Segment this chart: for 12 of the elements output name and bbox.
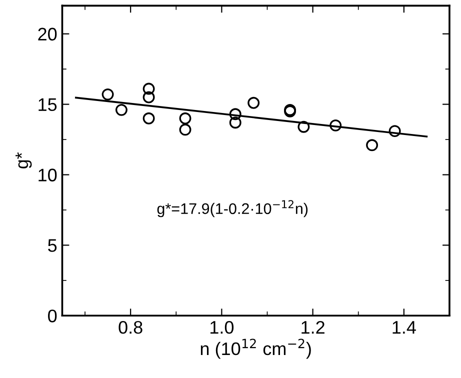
annotation: g*=17.9(1-0.2·10$^{−12}$n)	[157, 200, 308, 218]
x-tick-label: 1.4	[392, 321, 416, 334]
x-tick-label: 0.8	[118, 320, 142, 334]
y-axis-title: g*	[16, 152, 32, 168]
y-tick-label: 15	[38, 98, 57, 112]
x-tick-label: 1.0	[210, 320, 234, 334]
y-tick-label: 10	[38, 168, 57, 182]
y-tick-label: 20	[38, 28, 57, 41]
x-axis-title: n (10$^{12}$ cm$^{−2}$)	[200, 338, 311, 359]
y-tick-label: 5	[48, 239, 57, 252]
y-tick-label: 0	[48, 310, 57, 322]
x-tick-label: 1.2	[302, 320, 324, 334]
